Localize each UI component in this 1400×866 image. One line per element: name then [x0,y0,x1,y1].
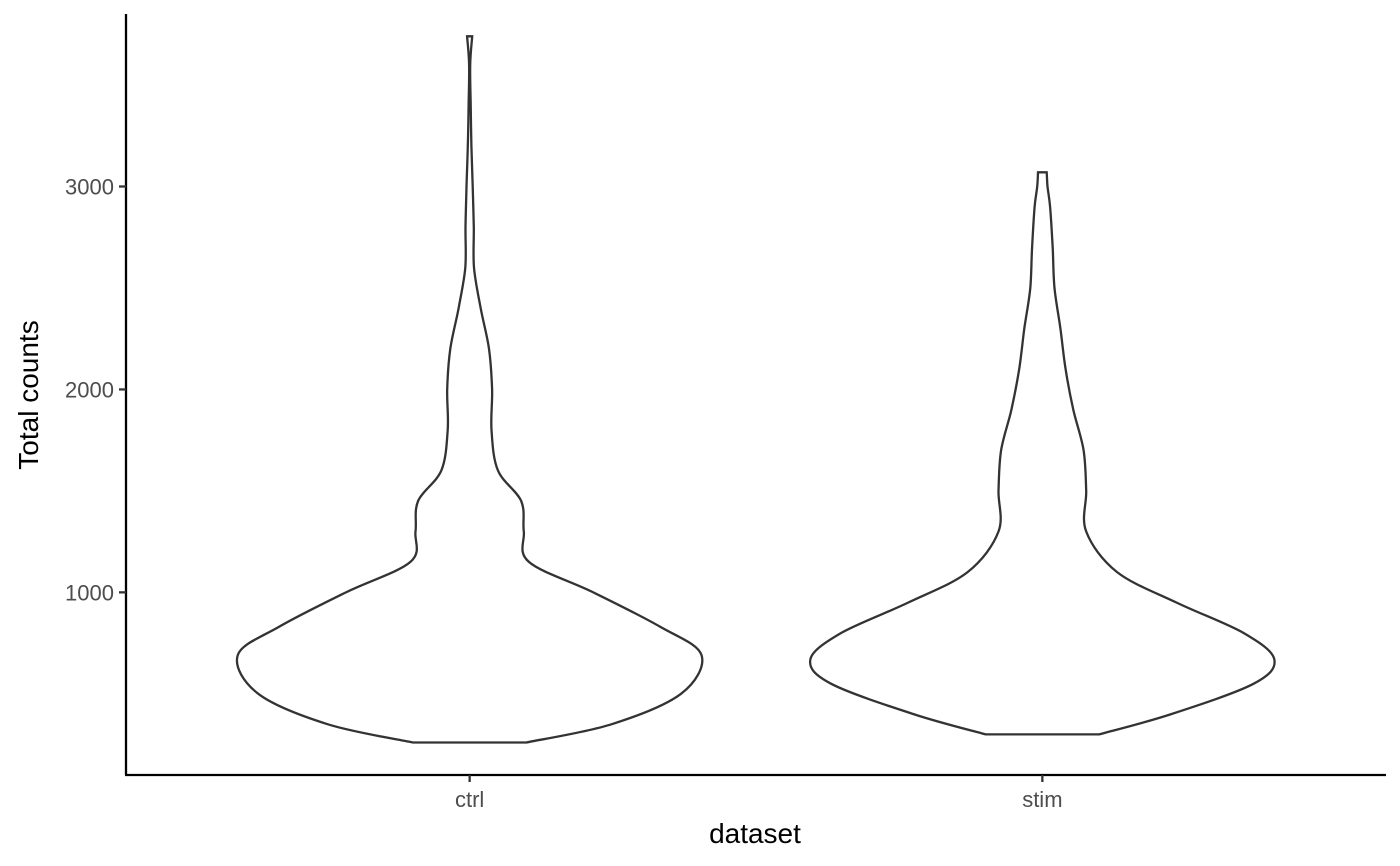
x-ticks-layer: ctrl stim [455,775,1063,812]
violins-layer [235,35,1276,744]
y-axis-title: Total counts [13,320,44,469]
x-axis-title: dataset [709,818,801,849]
y-tick-label: 1000 [65,580,114,605]
x-tick-label-ctrl: ctrl [455,787,484,812]
y-tick-label: 2000 [65,377,114,402]
violin-ctrl [235,35,704,744]
violin-stim [808,171,1276,736]
y-ticks-layer: 1000 2000 3000 [65,174,126,605]
y-tick-label: 3000 [65,174,114,199]
x-tick-label-stim: stim [1022,787,1062,812]
